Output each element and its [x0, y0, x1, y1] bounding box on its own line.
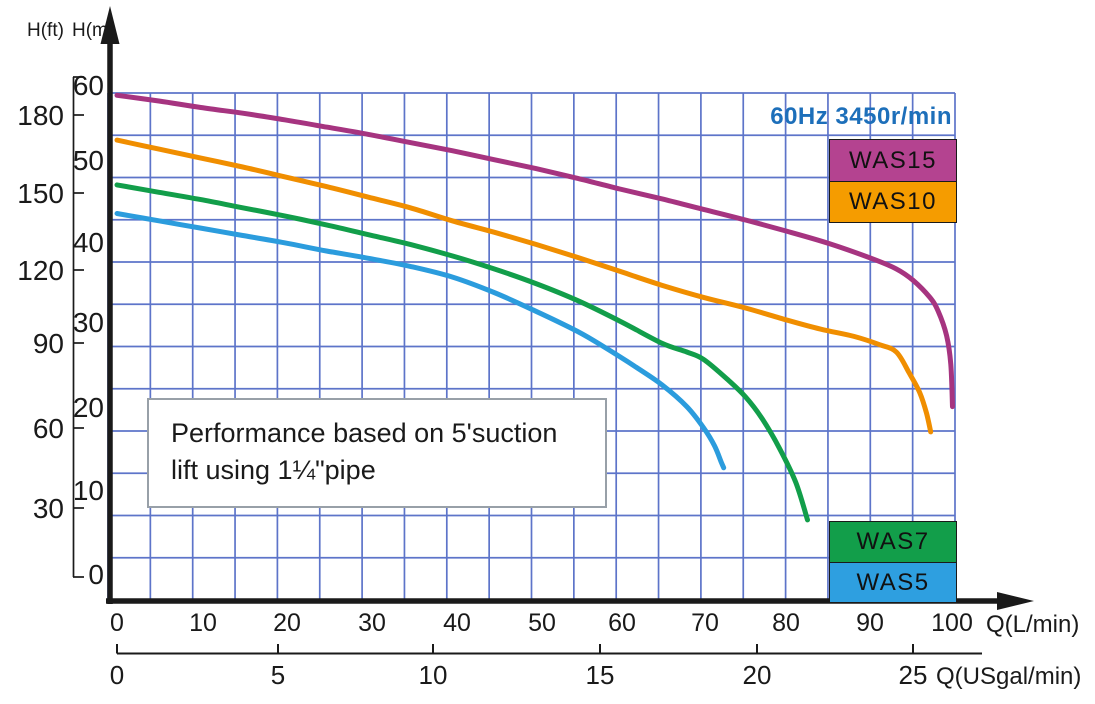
x-tick-label-usgal: 0	[110, 660, 124, 690]
x-tick-label-lmin: 80	[772, 609, 800, 637]
curve-was15	[114, 92, 955, 410]
y-tick-label-ft: 90	[33, 328, 64, 359]
y-tick-label-m: 40	[73, 227, 104, 258]
annotation-line1: Performance based on 5'suction	[171, 418, 558, 448]
y-tick-label-ft: 180	[17, 100, 64, 131]
speed-note: 60Hz 3450r/min	[770, 103, 952, 130]
x-tick-label-usgal: 10	[419, 660, 448, 690]
x-axis-unit-usgal: Q(USgal/min)	[936, 663, 1081, 690]
y-axis-m-label: H(m)	[72, 20, 115, 41]
y-tick-label-m: 60	[73, 70, 104, 101]
y-tick-label-m: 0	[88, 559, 104, 590]
y-axis	[100, 6, 120, 604]
x-tick-label-lmin: 70	[691, 609, 719, 637]
legend-box-was7: WAS7	[829, 521, 957, 563]
legend-box-was5: WAS5	[829, 562, 957, 603]
x-tick-label-lmin: 100	[931, 609, 973, 637]
x-tick-label-usgal: 5	[271, 660, 285, 690]
legend-label-was10: WAS10	[849, 188, 937, 215]
y-tick-label-m: 10	[73, 475, 104, 506]
x-tick-label-lmin: 20	[273, 609, 301, 637]
legend-label-was7: WAS7	[856, 528, 930, 555]
y-tick-label-ft: 120	[17, 255, 64, 286]
x-tick-label-lmin: 30	[358, 609, 386, 637]
x-tick-label-lmin: 90	[856, 609, 884, 637]
y-tick-label-ft: 150	[17, 178, 64, 209]
annotation-line2: lift using 1¼"pipe	[171, 455, 376, 485]
legend-label-was15: WAS15	[849, 146, 937, 174]
x-tick-labels-usgal: 0 5 10 15 20 25 Q(USgal/min)	[110, 660, 1082, 690]
curve-was7	[114, 182, 810, 523]
y-tick-label-ft: 30	[33, 493, 64, 524]
x-tick-labels-lmin: 0 10 20 30 40 50 60 70 80 90 100 Q(L/min)	[110, 609, 1079, 638]
y-tick-label-m: 30	[73, 307, 104, 338]
x-tick-label-lmin: 0	[110, 609, 124, 637]
legend-box-was15: WAS15	[829, 139, 957, 182]
x-tick-label-usgal: 20	[743, 660, 772, 690]
x-tick-label-usgal: 25	[899, 660, 928, 690]
x-tick-label-lmin: 10	[189, 609, 217, 637]
x-tick-label-lmin: 60	[608, 609, 636, 637]
legend-box-was10: WAS10	[829, 181, 957, 223]
y-tick-label-m: 50	[73, 145, 104, 176]
x-axis-unit-lmin: Q(L/min)	[986, 611, 1079, 638]
curve-was10	[114, 137, 934, 435]
y-tick-label-ft: 60	[33, 413, 64, 444]
y-axis-ft-label: H(ft)	[27, 20, 64, 41]
legend-label-was5: WAS5	[856, 568, 930, 596]
annotation-box: Performance based on 5'suction lift usin…	[147, 398, 607, 508]
x-tick-label-usgal: 15	[586, 660, 615, 690]
y-tick-labels-ft: 30 60 90 120 150 180	[17, 100, 64, 524]
y-tick-label-m: 20	[73, 392, 104, 423]
x-tick-label-lmin: 50	[528, 609, 556, 637]
y-tick-labels-m: 0 10 20 30 40 50 60	[73, 70, 104, 590]
usgal-axis	[116, 644, 982, 655]
curve-was5	[114, 211, 727, 471]
ft-scale-bracket	[72, 76, 84, 578]
x-tick-label-lmin: 40	[443, 609, 471, 637]
